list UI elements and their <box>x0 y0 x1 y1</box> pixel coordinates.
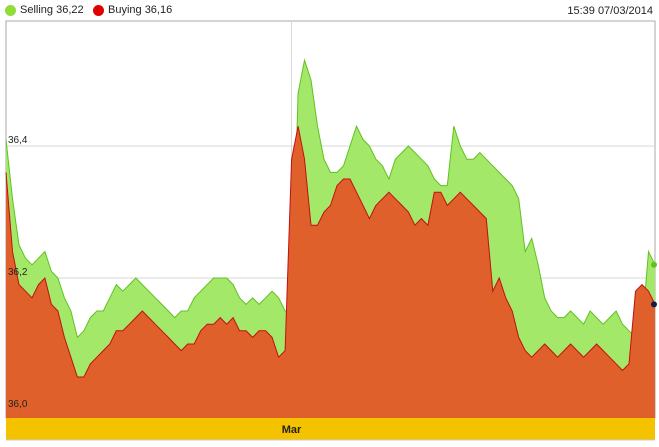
legend: Selling 36,22 Buying 36,16 15:39 07/03/2… <box>0 0 659 22</box>
series-buying-line <box>5 126 656 378</box>
x-axis-band <box>6 418 655 440</box>
selling-last-point <box>651 261 657 268</box>
timestamp: 15:39 07/03/2014 <box>567 5 653 17</box>
legend-selling-label: Selling 36,22 <box>20 4 84 16</box>
series-selling-line <box>5 58 656 339</box>
x-tick-label: Mar <box>282 424 302 436</box>
y-tick-label: 36,4 <box>8 135 28 146</box>
buying-last-point <box>651 301 657 308</box>
y-tick-label: 36,2 <box>8 267 28 278</box>
legend-selling[interactable]: Selling 36,22 <box>5 4 84 16</box>
legend-buying-label: Buying 36,16 <box>108 4 173 16</box>
legend-selling-swatch <box>5 4 16 16</box>
y-tick-label: 36,0 <box>8 399 28 410</box>
legend-buying[interactable]: Buying 36,16 <box>93 4 172 16</box>
legend-buying-swatch <box>93 4 104 16</box>
series-buying-area <box>6 126 655 418</box>
